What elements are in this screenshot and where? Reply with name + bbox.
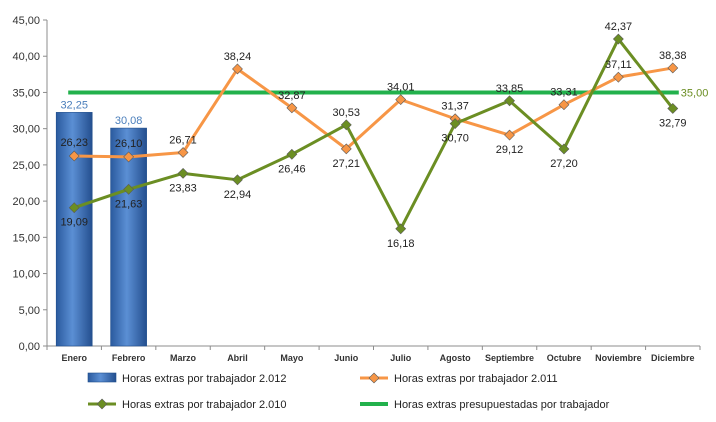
series-2011-marker [68,150,80,162]
data-label-2011: 37,11 [605,59,632,71]
y-tick-label: 40,00 [12,51,40,63]
legend-2011-label: Horas extras por trabajador 2.011 [394,373,558,385]
data-label-2010: 33,85 [496,83,524,95]
y-tick-label: 35,00 [12,87,40,99]
y-tick-label: 15,00 [12,232,40,244]
x-category-label: Octubre [547,353,582,363]
data-label-2011: 26,71 [169,135,197,147]
series-2010-marker [340,119,352,131]
data-label-2010: 26,46 [278,163,306,175]
x-category-label: Agosto [440,353,471,363]
legend-2011-marker [368,372,380,384]
data-label-2011: 38,24 [224,51,252,63]
data-label-2012: 30,08 [115,115,143,127]
data-label-2011: 26,23 [60,137,88,149]
series-2011-marker [395,94,407,106]
data-label-2010: 42,37 [605,21,633,33]
data-label-2011: 26,10 [115,138,143,150]
data-label-2011: 32,87 [278,90,306,102]
data-label-2012: 32,25 [60,99,88,111]
data-label-2010: 23,83 [169,182,197,194]
series-2010-marker [612,33,624,45]
series-2011-line [74,66,674,159]
y-tick-label: 25,00 [12,160,40,172]
legend-budget-label: Horas extras presupuestadas por trabajad… [394,399,610,411]
y-tick-label: 10,00 [12,269,40,281]
data-label-2010: 27,20 [550,158,578,170]
series-2010-marker [395,223,407,235]
data-label-2011: 33,31 [550,87,578,99]
series-2010-marker [123,183,135,195]
data-label-2011: 29,12 [496,144,524,156]
series-2011-marker [340,143,352,155]
series-2011-marker [504,129,515,141]
data-label-2010: 22,94 [224,189,252,201]
series-2010-marker [504,95,515,107]
x-category-label: Noviembre [595,353,642,363]
data-label-2010: 21,63 [115,198,143,210]
data-label-budget: 35,00 [681,87,709,99]
line-series [68,33,679,235]
legend-swatch-2012 [87,372,117,383]
legend: Horas extras por trabajador 2.012 Horas e… [87,372,610,411]
x-category-label: Septiembre [485,353,534,363]
series-2010-marker [232,174,243,186]
legend-2010-marker [96,398,108,410]
series-2010-line [73,37,674,231]
y-tick-label: 0,00 [19,341,40,353]
series-2011-marker [123,151,135,163]
series-2010-marker [286,148,298,160]
series-2010-marker [68,202,80,214]
series-2010-marker [667,103,679,114]
data-label-2010: 19,09 [60,217,88,229]
series-2011-marker [612,71,624,83]
data-label-2010: 32,79 [659,117,687,129]
data-label-2010: 30,70 [441,133,469,145]
data-label-2010: 30,53 [333,107,361,119]
x-category-label: Mayo [280,353,304,363]
series-2010-marker [177,167,189,179]
x-category-label: Febrero [112,353,146,363]
bar-2012 [110,127,147,347]
legend-2010-label: Horas extras por trabajador 2.010 [122,399,286,411]
series-2010-marker [449,118,461,130]
series-2010-marker [558,143,570,155]
y-tick-label: 30,00 [12,124,40,136]
series-2011-marker [558,99,570,111]
legend-label-2012: Horas extras por trabajador 2.012 [122,373,286,385]
x-category-label: Junio [334,353,359,363]
data-labels: 32,25 30,08 35,00 26,23 26,10 26,71 38,24 32,87… [60,21,708,250]
data-label-2011: 31,37 [441,101,469,113]
x-category-label: Marzo [170,353,197,363]
series-2011-marker [286,102,298,114]
data-label-2010: 16,18 [387,238,415,250]
y-tick-label: 20,00 [12,196,40,208]
x-category-label: Enero [61,353,87,363]
data-label-2011: 27,21 [333,158,361,170]
series-2011-marker [177,147,189,158]
axes: 0,00 5,00 10,00 15,00 20,00 25,00 30,00 35,00 40… [12,15,701,363]
data-label-2011: 38,38 [659,50,687,62]
y-tick-label: 45,00 [12,15,40,27]
x-category-label: Abril [227,353,248,363]
series-2011-marker [232,63,243,75]
y-tick-label: 5,00 [19,305,40,317]
series-2011-marker [667,62,679,74]
x-category-label: Julio [390,353,412,363]
data-label-2011: 34,01 [387,82,415,94]
x-category-label: Diciembre [651,353,695,363]
